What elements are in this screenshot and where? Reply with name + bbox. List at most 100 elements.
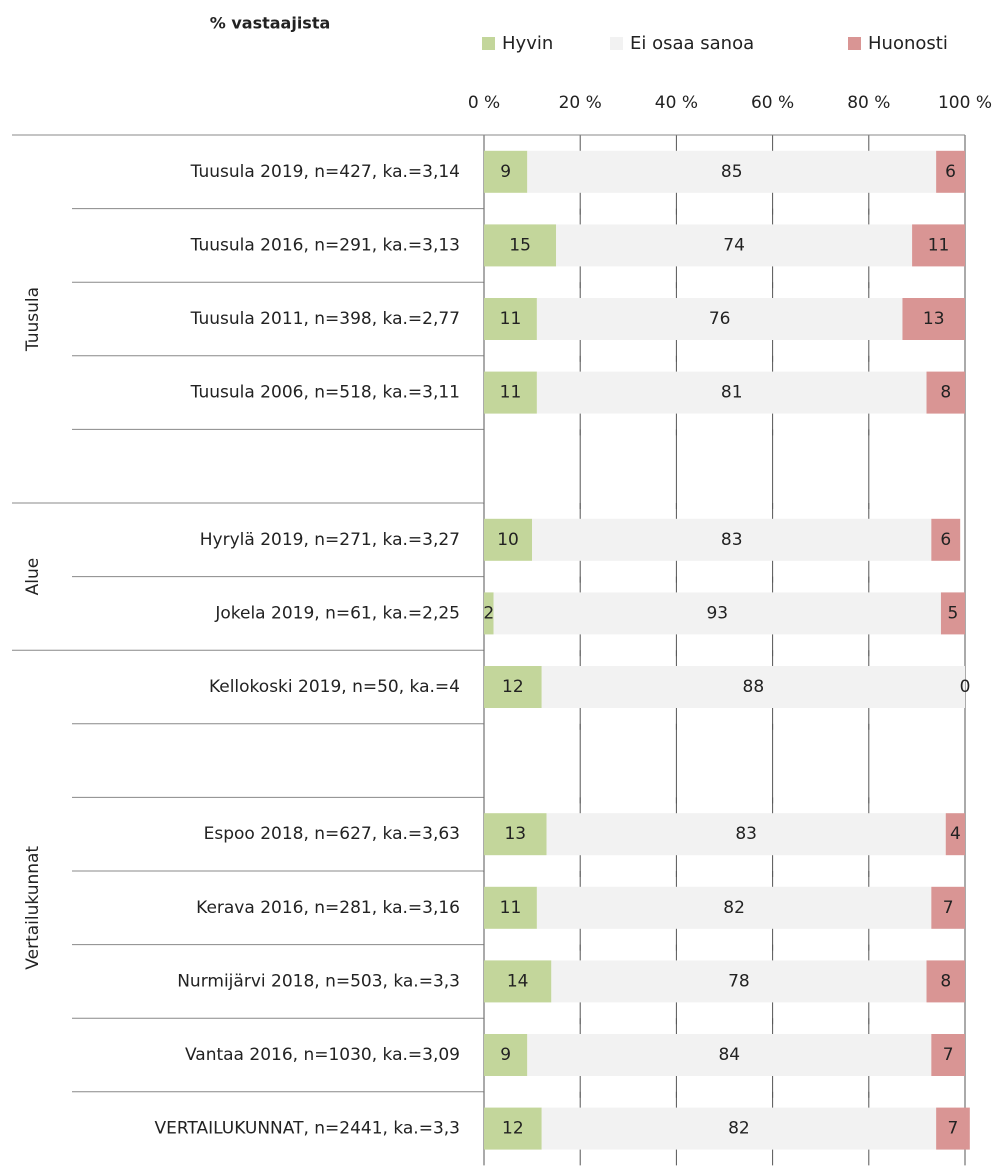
bar-segment xyxy=(536,371,927,414)
data-label: 11 xyxy=(500,898,522,918)
y-tick-label: Espoo 2018, n=627, ka.=3,63 xyxy=(204,824,460,844)
x-tick-label: 0 % xyxy=(468,93,500,113)
y-tick-label: Nurmijärvi 2018, n=503, ka.=3,3 xyxy=(177,971,460,991)
bar-segment xyxy=(551,960,927,1003)
bar-segment xyxy=(931,1034,965,1076)
y-tick-label: Tuusula 2019, n=427, ka.=3,14 xyxy=(190,162,460,182)
legend-label: Huonosti xyxy=(868,33,948,54)
bar-segment xyxy=(484,298,537,340)
y-tick-label: Kerava 2016, n=281, ka.=3,16 xyxy=(196,898,460,918)
x-tick-label: 80 % xyxy=(847,93,890,113)
bar-segment xyxy=(484,1034,528,1076)
data-label: 8 xyxy=(940,971,951,991)
data-label: 11 xyxy=(928,235,950,255)
data-label: 85 xyxy=(721,162,743,182)
bar-segment xyxy=(493,592,941,635)
y-tick-label: Tuusula 2006, n=518, ka.=3,11 xyxy=(190,383,460,403)
data-label: 83 xyxy=(735,824,757,844)
data-label: 7 xyxy=(943,1045,954,1065)
data-label: 12 xyxy=(502,677,524,697)
bar-segment xyxy=(546,813,946,856)
bar-segment xyxy=(484,150,528,193)
data-label: 8 xyxy=(940,383,951,403)
bar-segment xyxy=(945,813,965,856)
data-label: 7 xyxy=(948,1119,959,1139)
data-label: 10 xyxy=(497,530,519,550)
group-label: Alue xyxy=(23,558,43,596)
legend-swatch xyxy=(848,37,861,50)
bar-segment xyxy=(556,224,913,267)
y-tick-label: Hyrylä 2019, n=271, ka.=3,27 xyxy=(200,530,460,550)
bar-segment xyxy=(931,518,961,561)
data-label: 11 xyxy=(500,309,522,329)
x-tick-label: 20 % xyxy=(559,93,602,113)
bar-segment xyxy=(527,1034,932,1076)
data-label: 78 xyxy=(728,971,750,991)
chart-title: % vastaajista xyxy=(210,14,331,33)
data-label: 7 xyxy=(943,898,954,918)
y-tick-label: Tuusula 2016, n=291, ka.=3,13 xyxy=(190,235,460,255)
bar-segment xyxy=(484,960,552,1003)
bar-segment xyxy=(931,886,965,929)
data-label: 81 xyxy=(721,383,743,403)
data-label: 6 xyxy=(945,162,956,182)
data-label: 6 xyxy=(940,530,951,550)
legend-label: Hyvin xyxy=(502,33,553,54)
data-label: 9 xyxy=(500,162,511,182)
x-tick-label: 40 % xyxy=(655,93,698,113)
bar-segment xyxy=(484,592,494,635)
bar-segment xyxy=(926,371,965,414)
bar-segment xyxy=(541,1107,937,1150)
data-label: 93 xyxy=(706,603,728,623)
bar-segment xyxy=(536,298,903,340)
data-label: 14 xyxy=(507,971,529,991)
data-label: 13 xyxy=(923,309,945,329)
data-label: 84 xyxy=(718,1045,740,1065)
data-label: 88 xyxy=(743,677,765,697)
data-label: 76 xyxy=(709,309,731,329)
y-tick-label: Vantaa 2016, n=1030, ka.=3,09 xyxy=(185,1045,460,1065)
bar-segment xyxy=(940,592,965,635)
bar-segment xyxy=(527,150,937,193)
bar-segment xyxy=(484,886,537,929)
bar-segment xyxy=(936,1107,970,1150)
bar-segment xyxy=(484,1107,542,1150)
y-tick-label: Jokela 2019, n=61, ka.=2,25 xyxy=(214,603,460,623)
group-label: Tuusula xyxy=(23,287,43,352)
bar-segment xyxy=(532,518,932,561)
data-label: 13 xyxy=(504,824,526,844)
data-label: 82 xyxy=(728,1119,750,1139)
data-label: 74 xyxy=(723,235,745,255)
bar-segment xyxy=(484,518,533,561)
bar-segment xyxy=(484,666,542,708)
bar-segment xyxy=(926,960,965,1003)
y-tick-label: Tuusula 2011, n=398, ka.=2,77 xyxy=(190,309,460,329)
legend-swatch xyxy=(610,37,623,50)
data-label: 5 xyxy=(948,603,959,623)
data-label: 4 xyxy=(950,824,961,844)
bar-segment xyxy=(912,224,965,267)
x-tick-label: 60 % xyxy=(751,93,794,113)
data-label: 9 xyxy=(500,1045,511,1065)
data-label: 82 xyxy=(723,898,745,918)
data-label: 12 xyxy=(502,1119,524,1139)
data-label: 11 xyxy=(500,383,522,403)
data-label: 15 xyxy=(509,235,531,255)
legend-label: Ei osaa sanoa xyxy=(630,33,754,54)
data-label: 83 xyxy=(721,530,743,550)
bar-segment xyxy=(541,666,965,708)
bar-segment xyxy=(902,298,965,340)
bar-segment xyxy=(484,371,537,414)
x-tick-label: 100 % xyxy=(938,93,992,113)
bar-segment xyxy=(484,224,557,267)
y-tick-label: VERTAILUKUNNAT, n=2441, ka.=3,3 xyxy=(154,1119,460,1139)
bar-segment xyxy=(936,150,965,193)
y-tick-label: Kellokoski 2019, n=50, ka.=4 xyxy=(209,677,460,697)
group-label: Vertailukunnat xyxy=(23,846,43,970)
legend-swatch xyxy=(482,37,495,50)
data-label: 0 xyxy=(960,677,971,697)
bar-segment xyxy=(536,886,932,929)
bar-segment xyxy=(484,813,547,856)
data-label: 2 xyxy=(483,603,494,623)
